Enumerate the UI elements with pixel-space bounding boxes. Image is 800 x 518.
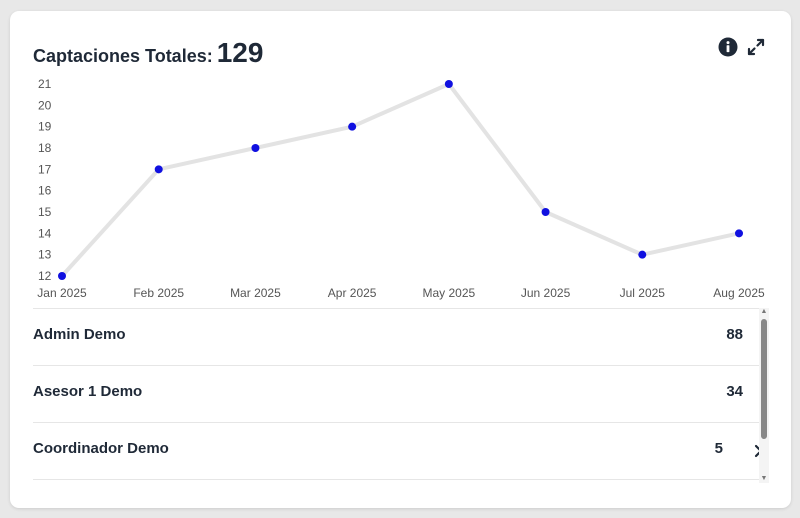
scroll-down-icon[interactable]: ▼ <box>760 475 768 482</box>
info-icon[interactable] <box>718 37 738 57</box>
title-total: 129 <box>216 37 264 68</box>
scroll-up-icon[interactable]: ▲ <box>760 308 768 315</box>
x-tick-label: Apr 2025 <box>328 286 377 300</box>
x-tick-label: Mar 2025 <box>230 286 281 300</box>
list-row[interactable]: Asesor 1 Demo 34 <box>33 365 769 422</box>
x-tick-label: May 2025 <box>423 286 476 300</box>
captaciones-card: Captaciones Totales: 129 12 13 14 15 16 17 18 19… <box>10 11 791 508</box>
list-row[interactable]: Admin Demo 88 <box>33 308 769 365</box>
data-point[interactable] <box>638 250 647 259</box>
y-tick-label: 13 <box>38 248 52 262</box>
data-point[interactable] <box>58 272 66 280</box>
data-point[interactable] <box>541 208 550 216</box>
x-tick-label: Jun 2025 <box>521 286 571 300</box>
card-title: Captaciones Totales: 129 <box>33 37 263 69</box>
data-point[interactable] <box>735 229 743 238</box>
y-tick-label: 12 <box>38 269 52 283</box>
y-tick-label: 16 <box>38 184 52 198</box>
y-tick-label: 15 <box>38 205 52 219</box>
row-value: 5 <box>714 440 723 457</box>
series-line <box>60 82 740 278</box>
x-tick-label: Feb 2025 <box>133 286 184 300</box>
y-tick-label: 18 <box>38 141 52 155</box>
title-label: Captaciones Totales: <box>33 46 213 66</box>
x-tick-label: Jan 2025 <box>37 286 87 300</box>
y-tick-label: 19 <box>38 120 52 134</box>
row-name: Admin Demo <box>33 326 126 343</box>
user-list: Admin Demo 88 Asesor 1 Demo 34 Coordinad… <box>33 308 769 480</box>
row-name: Coordinador Demo <box>33 440 169 457</box>
data-point[interactable] <box>348 122 357 131</box>
data-point[interactable] <box>251 144 260 152</box>
row-value: 34 <box>726 383 743 400</box>
line-chart: 12 13 14 15 16 17 18 19 20 21 Jan 2025 Feb 2025 Mar … <box>37 77 765 300</box>
row-value: 88 <box>726 326 743 343</box>
y-tick-label: 20 <box>38 98 52 112</box>
y-tick-label: 14 <box>38 226 52 240</box>
list-row[interactable]: Coordinador Demo 5 <box>33 422 769 480</box>
data-point[interactable] <box>444 80 453 88</box>
expand-icon[interactable] <box>746 37 766 57</box>
data-point[interactable] <box>154 165 163 174</box>
x-tick-label: Aug 2025 <box>713 286 765 300</box>
row-name: Asesor 1 Demo <box>33 383 143 400</box>
scrollbar-thumb[interactable] <box>761 319 767 439</box>
x-tick-label: Jul 2025 <box>620 286 666 300</box>
list-scrollbar[interactable]: ▲ ▼ <box>759 308 769 483</box>
y-tick-label: 17 <box>38 162 52 176</box>
y-tick-label: 21 <box>38 77 52 91</box>
